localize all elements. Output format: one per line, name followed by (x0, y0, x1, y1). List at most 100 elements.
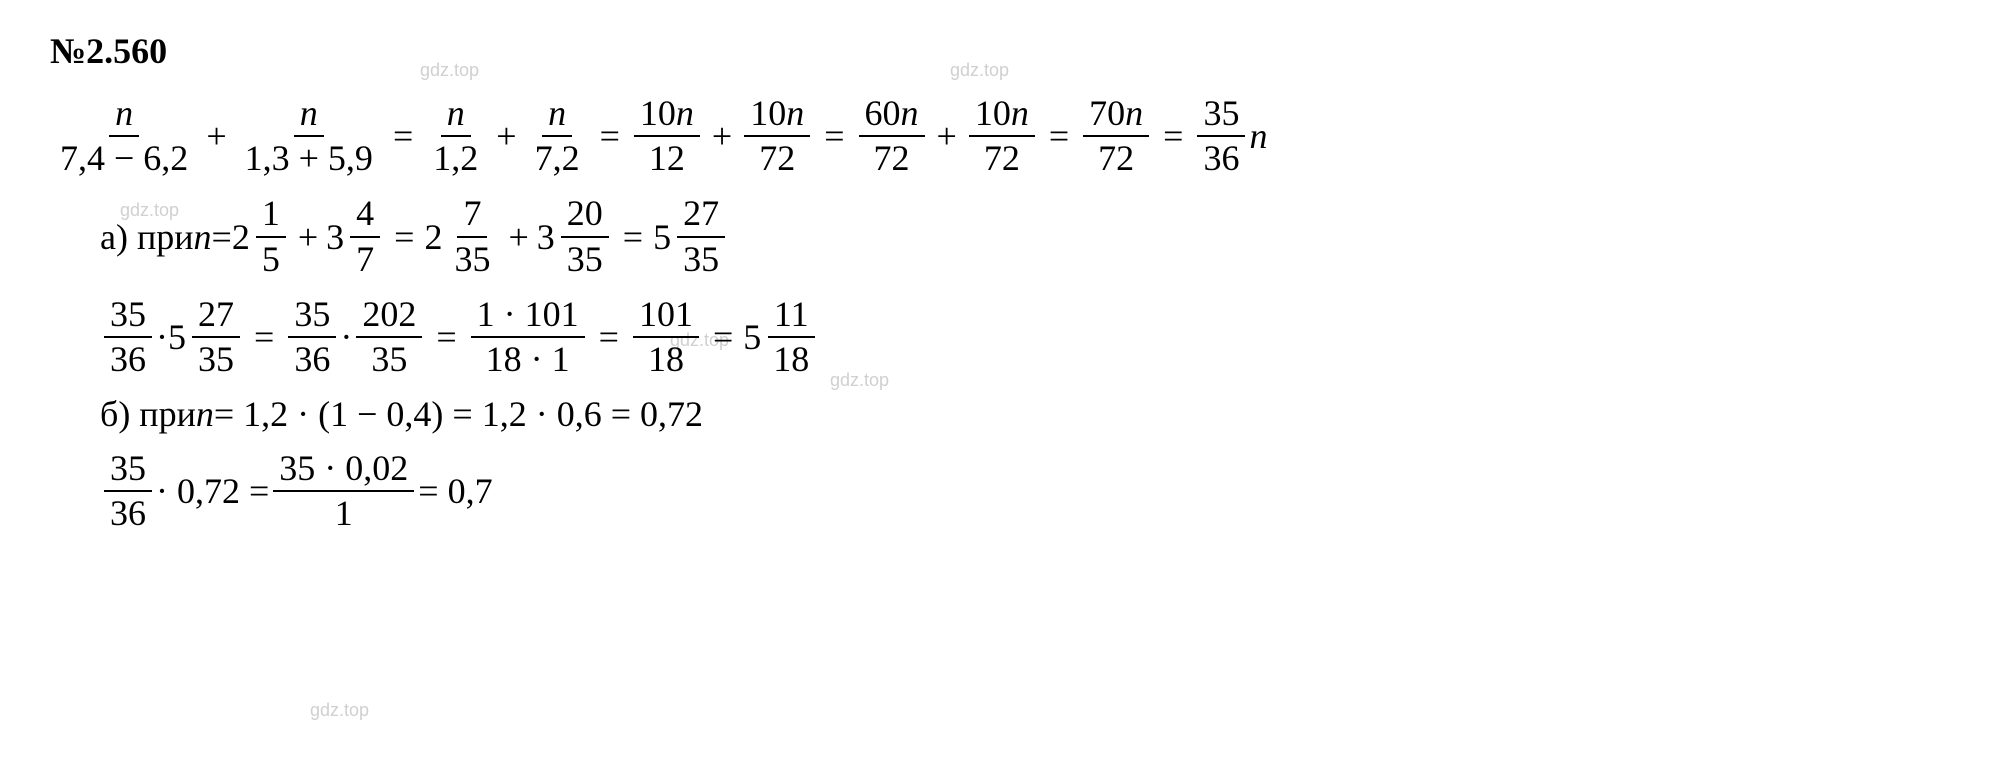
whole-part: 3 (537, 216, 555, 258)
mixed-fraction: 2 15 (232, 192, 290, 280)
numerator: n (542, 92, 572, 137)
fraction: n 7,4 − 6,2 (54, 92, 194, 180)
denominator: 7 (350, 238, 380, 281)
numerator: 10n (744, 92, 810, 137)
fraction: n 7,2 (529, 92, 586, 180)
fraction: 10n 72 (969, 92, 1035, 180)
numerator: 60n (859, 92, 925, 137)
numerator: n (441, 92, 471, 137)
plus-op: + (206, 115, 226, 157)
denominator: 18 (642, 338, 690, 381)
numerator: 27 (677, 192, 725, 237)
denominator: 36 (288, 338, 336, 381)
numerator: 10n (969, 92, 1035, 137)
denominator: 35 (561, 238, 609, 281)
label-b: б) при (100, 393, 196, 435)
numerator: 35 · 0,02 (273, 447, 414, 492)
equals-op: = (212, 216, 232, 258)
variable-n: n (194, 216, 212, 258)
plus-op: + (298, 216, 318, 258)
whole-part: 5 (653, 216, 671, 258)
equals-op: = (623, 216, 643, 258)
mixed-fraction: 5 2735 (653, 192, 729, 280)
numerator: 35 (104, 293, 152, 338)
whole-part: 2 (424, 216, 442, 258)
mixed-fraction: 2 735 (424, 192, 500, 280)
equals-op: = (394, 216, 414, 258)
numerator: n (294, 92, 324, 137)
numerator: 20 (561, 192, 609, 237)
denominator: 1,2 (427, 137, 484, 180)
equals-op: = (600, 115, 620, 157)
denominator: 72 (753, 137, 801, 180)
denominator: 1 (329, 492, 359, 535)
equation-line-3: 35 36 · 5 2735 = 35 36 · 202 35 = 1 · 10… (100, 293, 1949, 381)
denominator: 1,3 + 5,9 (239, 137, 379, 180)
numerator: 70n (1083, 92, 1149, 137)
variable-n: n (1249, 115, 1267, 157)
expression: = 1,2 · (1 − 0,4) = 1,2 · 0,6 = 0,72 (214, 393, 703, 435)
equals-op: = (1163, 115, 1183, 157)
denominator: 72 (978, 137, 1026, 180)
plus-op: + (508, 216, 528, 258)
mixed-fraction: 5 2735 (168, 293, 244, 381)
equals-op: = (393, 115, 413, 157)
label-a: а) при (100, 216, 194, 258)
equals-op: = (1049, 115, 1069, 157)
denominator: 5 (256, 238, 286, 281)
whole-part: 5 (743, 316, 761, 358)
mixed-fraction: 3 2035 (537, 192, 613, 280)
numerator: 4 (350, 192, 380, 237)
multiply-op: · (156, 316, 168, 358)
denominator: 35 (192, 338, 240, 381)
numerator: 35 (288, 293, 336, 338)
numerator: 202 (356, 293, 422, 338)
multiply-op: · (340, 316, 352, 358)
watermark: gdz.top (310, 700, 369, 721)
numerator: n (109, 92, 139, 137)
whole-part: 3 (326, 216, 344, 258)
whole-part: 2 (232, 216, 250, 258)
numerator: 1 · 101 (471, 293, 585, 338)
fraction: 202 35 (356, 293, 422, 381)
fraction: 35 · 0,02 1 (273, 447, 414, 535)
denominator: 36 (104, 338, 152, 381)
denominator: 12 (643, 137, 691, 180)
equation-line-2: а) при n = 2 15 + 3 47 = 2 735 + 3 2035 … (100, 192, 1949, 280)
numerator: 10n (634, 92, 700, 137)
fraction: 35 36 (288, 293, 336, 381)
plus-op: + (937, 115, 957, 157)
numerator: 27 (192, 293, 240, 338)
equals-op: = (713, 316, 733, 358)
fraction: 10n 12 (634, 92, 700, 180)
numerator: 1 (256, 192, 286, 237)
numerator: 101 (633, 293, 699, 338)
denominator: 35 (677, 238, 725, 281)
equals-op: = (254, 316, 274, 358)
numerator: 35 (104, 447, 152, 492)
numerator: 11 (768, 293, 815, 338)
plus-op: + (496, 115, 516, 157)
equals-op: = (436, 316, 456, 358)
denominator: 7,2 (529, 137, 586, 180)
mixed-fraction: 5 1118 (743, 293, 819, 381)
expression: · 0,72 = (156, 470, 269, 512)
fraction: n 1,2 (427, 92, 484, 180)
whole-part: 5 (168, 316, 186, 358)
numerator: 35 (1197, 92, 1245, 137)
denominator: 35 (448, 238, 496, 281)
equals-op: = (599, 316, 619, 358)
fraction: 35 36 (104, 293, 152, 381)
result: = 0,7 (418, 470, 492, 512)
numerator: 7 (457, 192, 487, 237)
variable-n: n (196, 393, 214, 435)
equation-line-5: 35 36 · 0,72 = 35 · 0,02 1 = 0,7 (100, 447, 1949, 535)
equation-line-4: б) при n = 1,2 · (1 − 0,4) = 1,2 · 0,6 =… (100, 393, 1949, 435)
mixed-fraction: 3 47 (326, 192, 384, 280)
fraction: 35 36 (1197, 92, 1245, 180)
plus-op: + (712, 115, 732, 157)
problem-number: №2.560 (50, 30, 1949, 72)
denominator: 35 (365, 338, 413, 381)
fraction: 35 36 (104, 447, 152, 535)
denominator: 18 · 1 (480, 338, 576, 381)
